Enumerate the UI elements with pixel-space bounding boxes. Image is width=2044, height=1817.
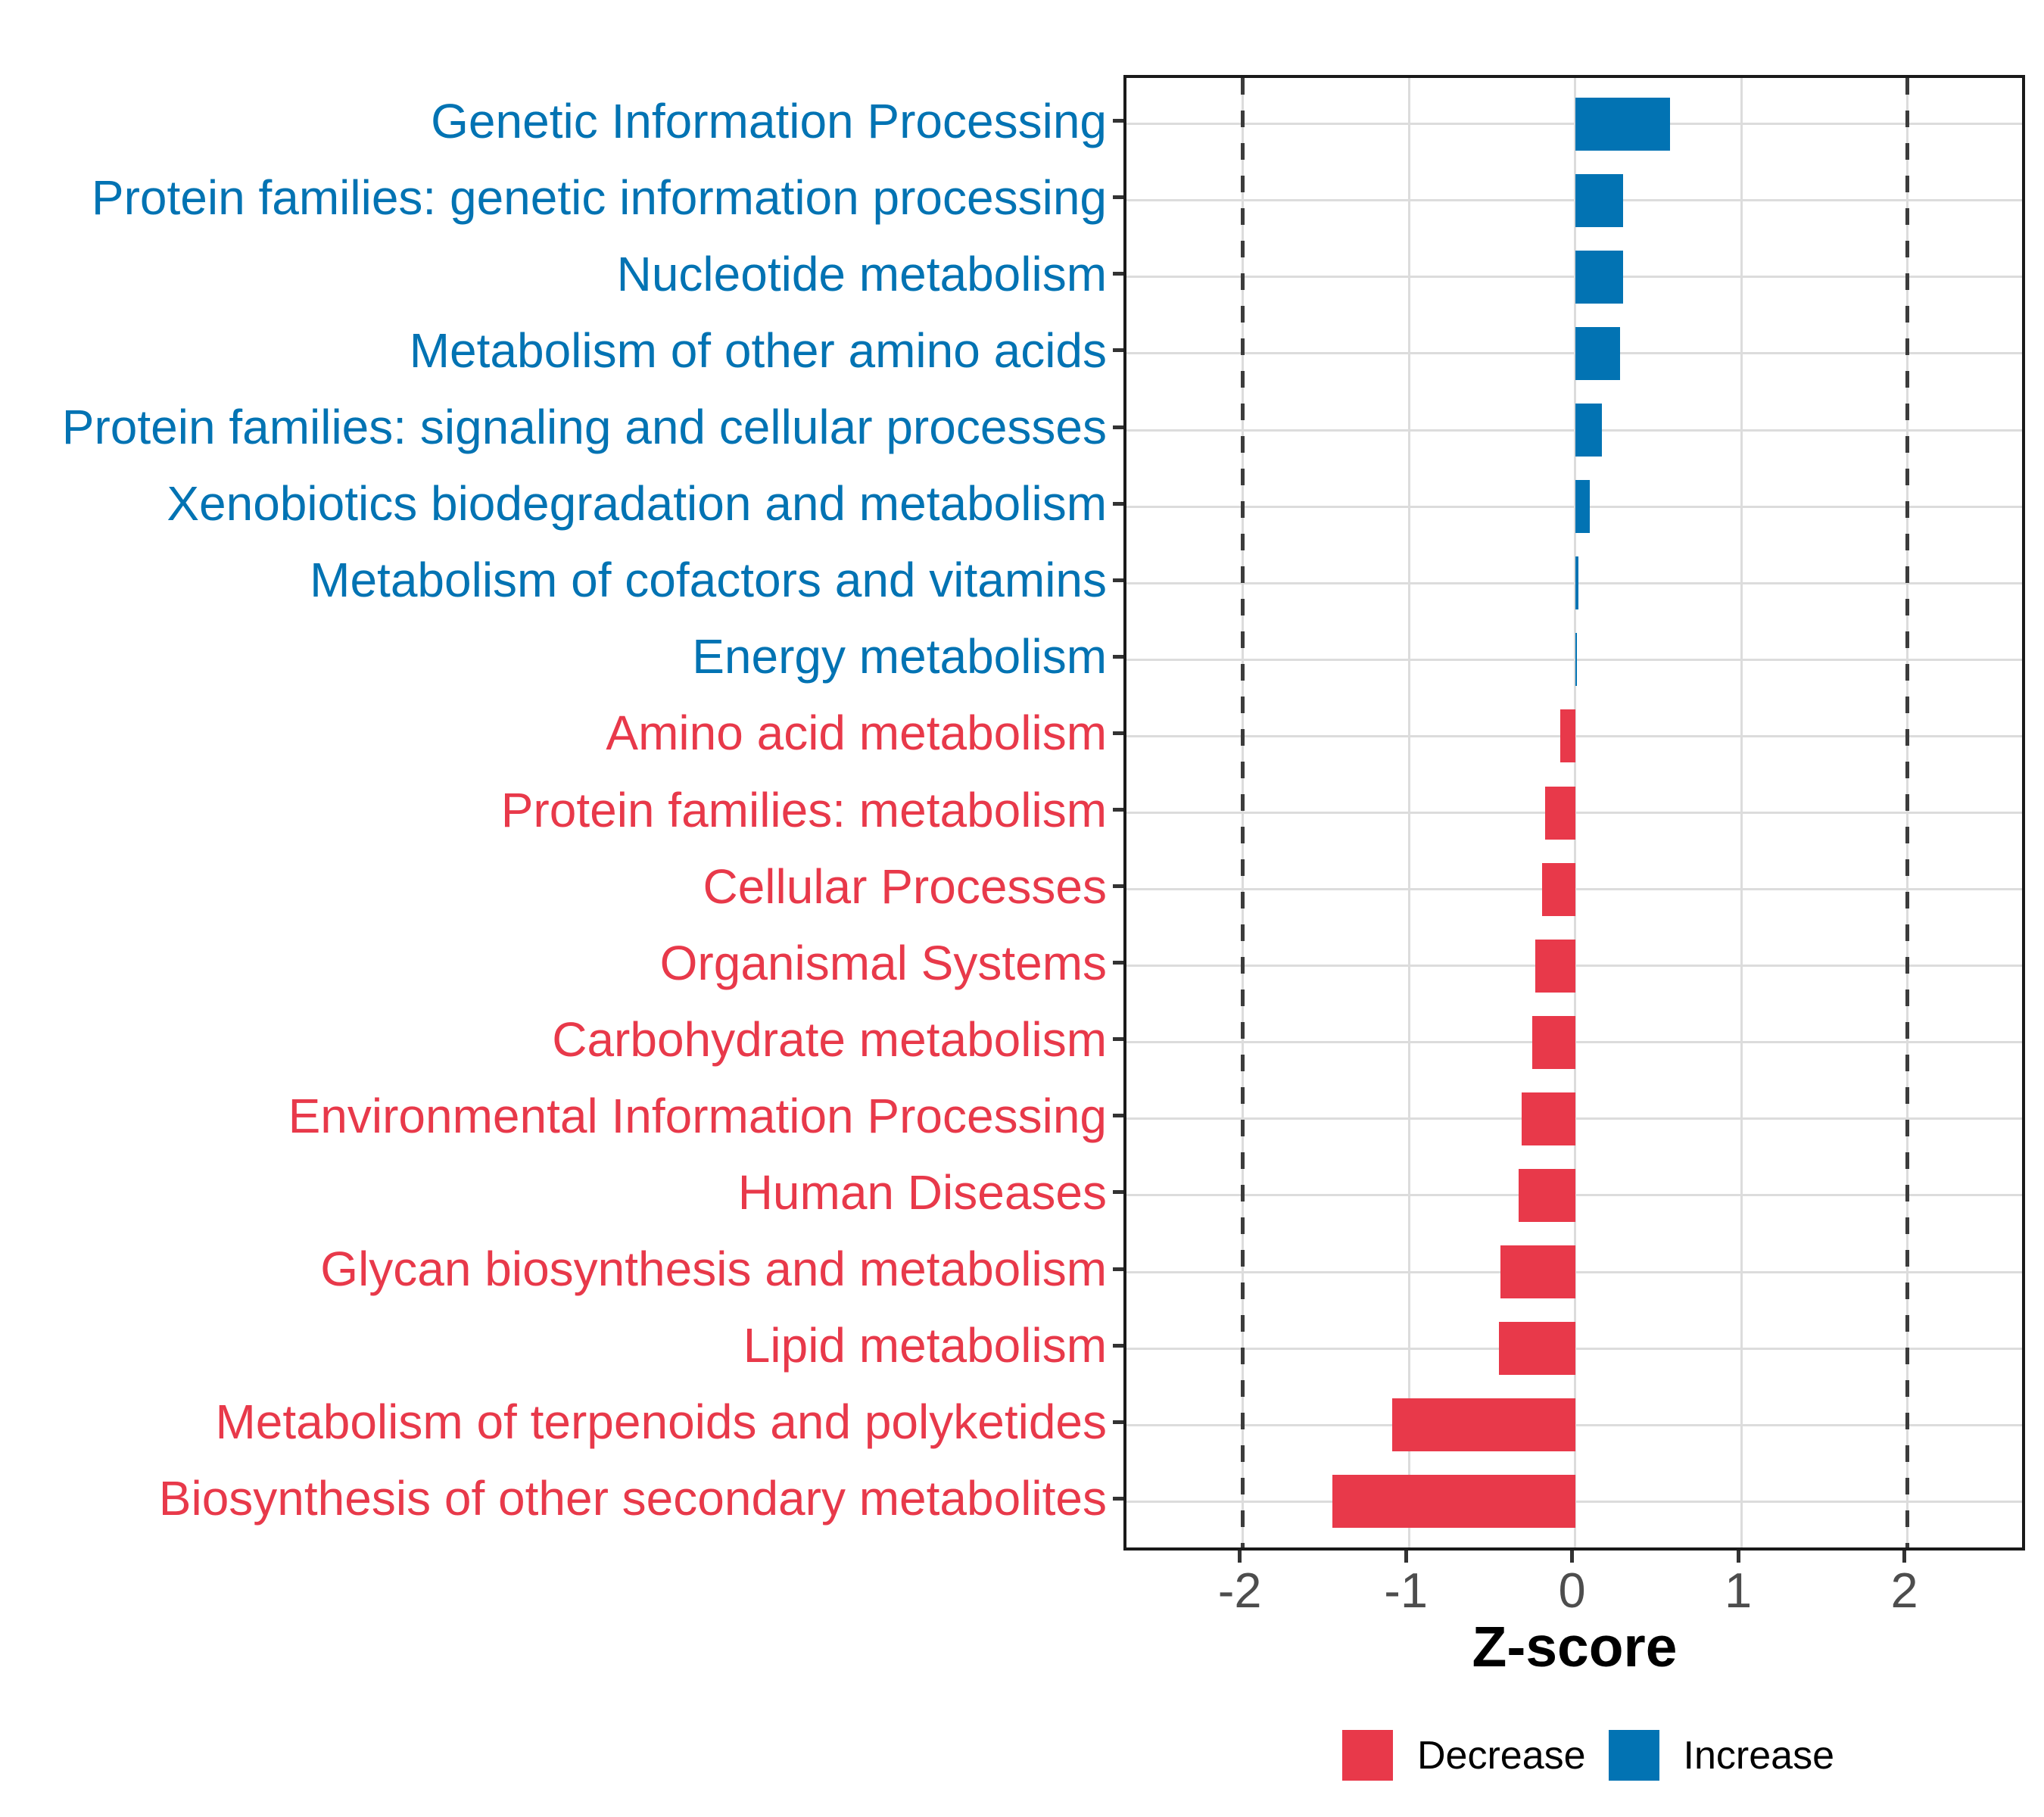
x-tick-label: 2 <box>1890 1563 1918 1618</box>
bar-increase <box>1575 633 1577 687</box>
y-axis-tick <box>1113 425 1123 429</box>
category-label: Biosynthesis of other secondary metaboli… <box>158 1471 1107 1526</box>
category-label: Carbohydrate metabolism <box>552 1011 1107 1067</box>
category-label: Glycan biosynthesis and metabolism <box>320 1242 1107 1297</box>
y-axis-tick <box>1113 1496 1123 1501</box>
reference-line <box>1241 78 1245 1547</box>
category-label: Organismal Systems <box>659 935 1107 990</box>
y-axis-tick <box>1113 578 1123 582</box>
bar-increase <box>1575 480 1591 534</box>
category-label: Protein families: signaling and cellular… <box>61 400 1107 455</box>
y-axis-tick <box>1113 1190 1123 1195</box>
x-tick-label: -1 <box>1384 1563 1429 1618</box>
reference-line <box>1905 78 1910 1547</box>
bar-decrease <box>1559 709 1575 763</box>
category-label: Environmental Information Processing <box>288 1088 1107 1143</box>
x-tick-label: 1 <box>1724 1563 1753 1618</box>
h-gridline <box>1126 199 2022 202</box>
category-label: Protein families: metabolism <box>500 782 1107 837</box>
increase-label: Increase <box>1683 1733 1835 1778</box>
legend: Decrease Increase <box>1341 1730 1835 1781</box>
x-tick-label: 0 <box>1558 1563 1586 1618</box>
y-axis-tick <box>1113 1343 1123 1348</box>
bar-decrease <box>1535 939 1575 993</box>
category-label: Protein families: genetic information pr… <box>91 170 1107 225</box>
x-axis-tick <box>1404 1551 1408 1563</box>
category-label: Human Diseases <box>737 1164 1107 1220</box>
bar-decrease <box>1392 1398 1575 1452</box>
bar-increase <box>1575 173 1624 227</box>
category-label: Amino acid metabolism <box>606 706 1107 761</box>
bar-increase <box>1575 326 1620 380</box>
y-axis-tick <box>1113 1037 1123 1042</box>
category-label: Nucleotide metabolism <box>616 246 1107 301</box>
y-axis-tick <box>1113 961 1123 965</box>
h-gridline <box>1126 429 2022 432</box>
category-label: Genetic Information Processing <box>431 93 1107 148</box>
y-axis-tick <box>1113 272 1123 276</box>
h-gridline <box>1126 581 2022 584</box>
y-axis-tick <box>1113 195 1123 200</box>
y-axis-tick <box>1113 731 1123 735</box>
y-axis-tick <box>1113 348 1123 353</box>
category-label: Metabolism of terpenoids and polyketides <box>215 1395 1107 1450</box>
y-axis-tick <box>1113 119 1123 123</box>
bar-decrease <box>1522 1092 1575 1145</box>
decrease-swatch <box>1341 1730 1393 1781</box>
plot-panel <box>1123 75 2025 1551</box>
bar-increase <box>1575 97 1670 151</box>
increase-swatch <box>1608 1730 1659 1781</box>
bar-increase <box>1575 404 1602 457</box>
y-axis-tick <box>1113 654 1123 659</box>
y-axis-tick <box>1113 1267 1123 1271</box>
category-label: Energy metabolism <box>692 629 1107 684</box>
x-tick-label: -2 <box>1217 1563 1262 1618</box>
bar-increase <box>1575 250 1624 304</box>
bar-decrease <box>1332 1475 1575 1529</box>
y-axis-tick <box>1113 884 1123 889</box>
bar-decrease <box>1498 1322 1575 1376</box>
legend-item-decrease: Decrease <box>1341 1730 1586 1781</box>
x-axis-tick <box>1902 1551 1907 1563</box>
category-label: Metabolism of other amino acids <box>409 323 1107 378</box>
legend-item-increase: Increase <box>1608 1730 1835 1781</box>
category-label: Xenobiotics biodegradation and metabolis… <box>167 476 1107 531</box>
category-label: Metabolism of cofactors and vitamins <box>310 553 1107 608</box>
x-axis-tick <box>1238 1551 1242 1563</box>
y-axis-tick <box>1113 1420 1123 1424</box>
bar-decrease <box>1545 786 1575 840</box>
bar-decrease <box>1500 1245 1575 1299</box>
bar-decrease <box>1518 1168 1575 1222</box>
y-axis-tick <box>1113 1114 1123 1118</box>
decrease-label: Decrease <box>1416 1733 1586 1778</box>
bar-decrease <box>1531 1015 1575 1069</box>
category-label: Cellular Processes <box>703 859 1107 914</box>
y-axis-tick <box>1113 808 1123 812</box>
h-gridline <box>1126 123 2022 126</box>
x-axis-title: Z-score <box>1472 1615 1678 1678</box>
h-gridline <box>1126 658 2022 661</box>
x-axis-tick <box>1570 1551 1575 1563</box>
y-axis-tick <box>1113 501 1123 506</box>
h-gridline <box>1126 505 2022 508</box>
category-label: Lipid metabolism <box>743 1318 1107 1373</box>
h-gridline <box>1126 352 2022 355</box>
bar-increase <box>1575 556 1578 610</box>
h-gridline <box>1126 276 2022 279</box>
bar-decrease <box>1541 862 1575 916</box>
x-axis-tick <box>1736 1551 1740 1563</box>
